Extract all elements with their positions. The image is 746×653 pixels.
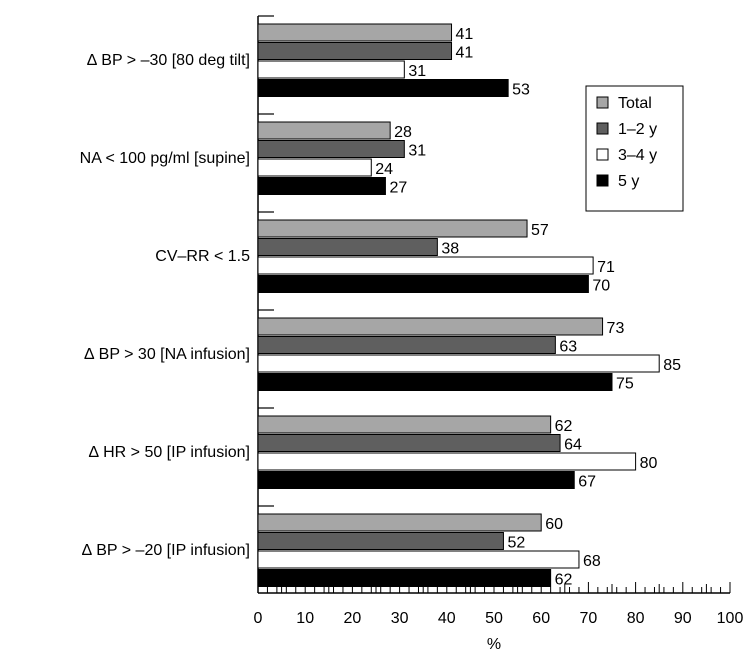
x-tick-label: 50 (485, 610, 503, 627)
bar (257, 23, 453, 42)
axes: 0 10 20 30 40 50 60 70 80 90 100% (254, 15, 744, 653)
legend-label: 3–4 y (618, 147, 657, 164)
data-label: 60 (545, 516, 563, 533)
bar (257, 452, 637, 471)
legend-swatch (596, 174, 609, 187)
data-label: 53 (512, 82, 530, 99)
legend: Total 1–2 y 3–4 y 5 y (585, 85, 684, 212)
data-label: 85 (663, 357, 681, 374)
x-tick-label: 10 (296, 610, 314, 627)
data-label: 31 (408, 143, 426, 160)
legend-swatch (596, 148, 609, 161)
data-label: 67 (578, 474, 596, 491)
data-label: 31 (408, 63, 426, 80)
legend-swatch (596, 122, 609, 135)
data-label: 71 (597, 259, 615, 276)
bar (257, 513, 542, 532)
bar (257, 60, 405, 79)
x-tick-label: 0 (254, 610, 263, 627)
bar (257, 140, 405, 158)
data-label: 24 (375, 161, 393, 178)
category-label: NA < 100 pg/ml [supine] (80, 150, 250, 167)
x-tick-label: 30 (391, 610, 409, 627)
legend-label: 1–2 y (618, 121, 657, 138)
data-label: 41 (456, 45, 474, 62)
bar (257, 177, 386, 195)
category-label: CV–RR < 1.5 (155, 248, 250, 265)
x-tick-label: 80 (627, 610, 645, 627)
bar (257, 256, 594, 275)
bar (257, 532, 504, 550)
data-label: 62 (555, 572, 573, 589)
bars (257, 23, 660, 587)
bar (257, 569, 552, 587)
bar (257, 121, 391, 140)
bar (257, 434, 561, 452)
x-tick-label: 90 (674, 610, 692, 627)
legend-label: 5 y (618, 173, 639, 190)
data-label: 80 (640, 455, 658, 472)
bar (257, 42, 453, 60)
bar (257, 550, 580, 569)
data-label: 38 (441, 241, 459, 258)
category-label: ∆ BP > –30 [80 deg tilt] (87, 52, 250, 69)
bar (257, 373, 613, 391)
bar (257, 219, 528, 238)
x-axis-label: % (487, 636, 501, 653)
x-tick-label: 20 (344, 610, 362, 627)
data-label: 62 (555, 418, 573, 435)
x-tick-label: 70 (580, 610, 598, 627)
data-label: 64 (564, 437, 582, 454)
bar (257, 317, 604, 336)
bar (257, 158, 372, 177)
data-label: 57 (531, 222, 549, 239)
data-label: 70 (592, 278, 610, 295)
data-labels: 41 41 31 53 28 31 24 27 57 38 71 70 73 63 85 75 62 64 80 67… (375, 26, 681, 589)
category-labels: ∆ BP > –30 [80 deg tilt] NA < 100 pg/ml [… (80, 52, 250, 559)
category-label: ∆ BP > 30 [NA infusion] (84, 346, 250, 363)
bar (257, 415, 552, 434)
data-label: 63 (559, 339, 577, 356)
data-label: 27 (389, 180, 407, 197)
data-label: 28 (394, 124, 412, 141)
bar (257, 354, 660, 373)
data-label: 52 (507, 535, 525, 552)
legend-swatch (596, 96, 609, 109)
bar (257, 275, 589, 293)
bar (257, 238, 438, 256)
legend-label: Total (618, 95, 652, 112)
category-label: ∆ BP > –20 [IP infusion] (82, 542, 250, 559)
bar (257, 471, 575, 489)
data-label: 75 (616, 376, 634, 393)
data-label: 41 (456, 26, 474, 43)
bar (257, 336, 556, 354)
category-label: ∆ HR > 50 [IP infusion] (89, 444, 250, 461)
x-tick-label: 60 (532, 610, 550, 627)
x-tick-label: 40 (438, 610, 456, 627)
x-tick-label: 100 (717, 610, 744, 627)
bar (257, 79, 509, 97)
data-label: 68 (583, 553, 601, 570)
data-label: 73 (607, 320, 625, 337)
